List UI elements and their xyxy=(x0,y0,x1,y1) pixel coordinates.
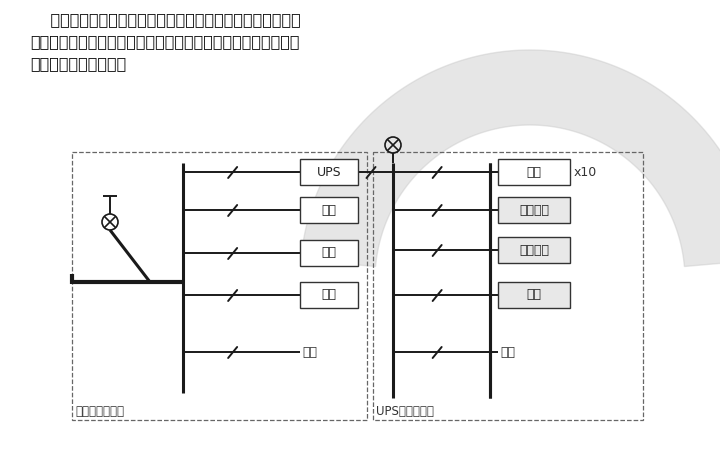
Text: 缆、电源插座、走线路由等。以下是一个机房的基本配电图，大: 缆、电源插座、走线路由等。以下是一个机房的基本配电图，大 xyxy=(30,34,300,49)
Bar xyxy=(300,282,358,308)
Bar xyxy=(498,159,570,185)
Bar xyxy=(373,152,643,420)
Polygon shape xyxy=(301,50,720,267)
Text: 环境监控: 环境监控 xyxy=(519,203,549,217)
Bar xyxy=(72,152,367,420)
Text: 应急照明: 应急照明 xyxy=(519,244,549,257)
Text: x10: x10 xyxy=(574,166,598,179)
Bar xyxy=(300,240,358,266)
Text: 市电输入配电箱: 市电输入配电箱 xyxy=(75,405,124,418)
Bar xyxy=(498,237,570,263)
Bar xyxy=(300,197,358,223)
Text: 空调: 空调 xyxy=(322,203,336,217)
Text: 照明: 照明 xyxy=(322,246,336,259)
Text: 型机房还要复杂的多。: 型机房还要复杂的多。 xyxy=(30,56,126,71)
Text: 机柜: 机柜 xyxy=(526,166,541,179)
Bar xyxy=(498,282,570,308)
Text: 备用: 备用 xyxy=(500,346,515,358)
Text: 备用: 备用 xyxy=(302,346,317,358)
Text: 消防: 消防 xyxy=(526,289,541,302)
Bar xyxy=(300,159,358,185)
Text: UPS: UPS xyxy=(317,166,341,179)
Text: 在设计时需要做出配电图，再根据需要配置配电柜、电力电: 在设计时需要做出配电图，再根据需要配置配电柜、电力电 xyxy=(30,12,301,27)
Bar xyxy=(498,197,570,223)
Text: 插座: 插座 xyxy=(322,289,336,302)
Text: UPS输出配电箱: UPS输出配电箱 xyxy=(376,405,434,418)
